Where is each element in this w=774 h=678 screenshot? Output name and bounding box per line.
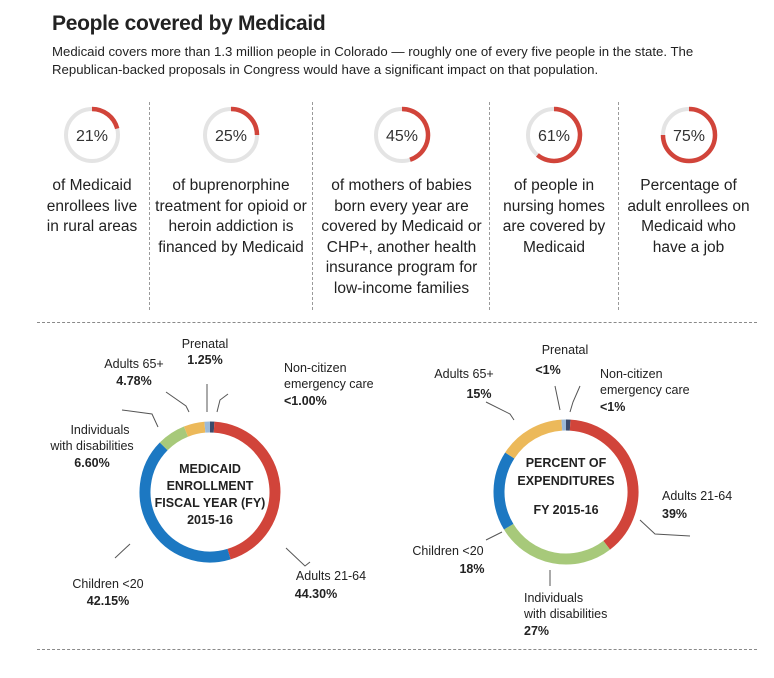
enrollment-center-label: MEDICAID ENROLLMENT FISCAL YEAR (FY) 201… (155, 462, 266, 527)
value-children: 18% (459, 562, 484, 576)
svg-text:ENROLLMENT: ENROLLMENT (167, 479, 254, 493)
value-disabilities: 27% (524, 624, 549, 638)
stat-divider (618, 102, 619, 310)
stat-ring-arc-buprenorphine (230, 106, 260, 136)
donut-segment-adults-21-64 (569, 419, 639, 550)
section-divider (37, 322, 757, 323)
value-noncitizen: <1.00% (284, 394, 327, 408)
stat-value-rural: 21% (76, 128, 108, 145)
stat-value-buprenorphine: 25% (215, 128, 247, 145)
label-adults-21-64: Adults 21-64 (662, 489, 732, 503)
value-prenatal: <1% (535, 363, 560, 377)
donut-segment-individuals-with-disabilities (503, 523, 611, 565)
stat-text-buprenorphine: of buprenorphine treatment for opioid or… (155, 177, 307, 256)
section-divider (37, 649, 757, 650)
label-noncitizen: Non-citizen (284, 361, 347, 375)
page-subtitle: Medicaid covers more than 1.3 million pe… (52, 44, 694, 77)
label-prenatal: Prenatal (542, 343, 589, 357)
value-adults-21-64: 39% (662, 507, 687, 521)
stat-value-job: 75% (672, 128, 704, 145)
stat-ring-arc-mothers (401, 106, 430, 162)
svg-text:PERCENT OF: PERCENT OF (526, 456, 607, 470)
stat-divider (312, 102, 313, 310)
stat-rural: 21% of Medicaid enrollees live in rural … (37, 102, 147, 310)
donut-segment-adults-21-64 (213, 421, 281, 560)
stat-ring-buprenorphine: 25% (203, 106, 260, 163)
stat-text-rural: of Medicaid enrollees live in rural area… (46, 177, 138, 235)
stat-ring-nursing: 61% (526, 106, 583, 164)
stat-ring-mothers: 45% (373, 106, 430, 163)
stat-ring-arc-job (660, 106, 717, 164)
value-adults-65: 4.78% (116, 374, 151, 388)
label-children: Children <20 (72, 577, 143, 591)
stat-ring-job: 75% (660, 106, 717, 164)
stat-mothers: 45% of mothers of babies born every year… (314, 102, 489, 310)
donut-segment-adults-65- (183, 421, 206, 437)
label-noncitizen-2: emergency care (600, 383, 690, 397)
value-adults-65: 15% (466, 387, 491, 401)
stat-text-nursing: of people in nursing homes are covered b… (502, 177, 606, 256)
stat-text-mothers: of mothers of babies born every year are… (321, 177, 482, 297)
svg-text:EXPENDITURES: EXPENDITURES (517, 474, 614, 488)
donut-charts: MEDICAID ENROLLMENT FISCAL YEAR (FY) 201… (49, 337, 732, 638)
value-children: 42.15% (87, 594, 129, 608)
expenditures-callouts (485, 385, 691, 586)
stat-nursing: 61% of people in nursing homes are cover… (491, 102, 617, 310)
enrollment-labels: Prenatal 1.25% Adults 65+ 4.78% Individu… (49, 337, 373, 608)
enrollment-callouts (114, 384, 311, 567)
donut-segment-individuals-with-disabilities (159, 426, 189, 451)
donut-segment-children-20 (493, 452, 515, 530)
value-noncitizen: <1% (600, 400, 625, 414)
stat-text-job: Percentage of adult enrollees on Medicai… (627, 177, 750, 256)
stat-job: 75% Percentage of adult enrollees on Med… (620, 102, 757, 310)
expenditures-center-label: PERCENT OF EXPENDITURES FY 2015-16 (517, 456, 614, 517)
stat-buprenorphine: 25% of buprenorphine treatment for opioi… (151, 102, 311, 310)
stat-value-nursing: 61% (538, 128, 570, 145)
label-children: Children <20 (412, 544, 483, 558)
stats-row: 21% of Medicaid enrollees live in rural … (37, 102, 757, 310)
label-disabilities: Individuals (524, 591, 583, 605)
label-prenatal: Prenatal (182, 337, 229, 351)
svg-text:2015-16: 2015-16 (187, 513, 233, 527)
page-title: People covered by Medicaid (52, 12, 326, 35)
label-noncitizen-2: emergency care (284, 377, 374, 391)
svg-text:FISCAL YEAR (FY): FISCAL YEAR (FY) (155, 496, 266, 510)
value-adults-21-64: 44.30% (295, 587, 337, 601)
label-disabilities-2: with disabilities (523, 607, 607, 621)
label-disabilities: Individuals (70, 423, 129, 437)
value-disabilities: 6.60% (74, 456, 109, 470)
stat-value-mothers: 45% (385, 128, 417, 145)
label-noncitizen: Non-citizen (600, 367, 663, 381)
enrollment-donut (139, 421, 281, 563)
stat-ring-arc-nursing (535, 106, 583, 164)
expenditures-donut (493, 419, 639, 565)
stat-ring-arc-rural (91, 106, 120, 130)
stat-ring-rural: 21% (64, 106, 120, 163)
label-adults-65: Adults 65+ (434, 367, 493, 381)
stat-divider (489, 102, 490, 310)
label-adults-21-64: Adults 21-64 (296, 569, 366, 583)
label-adults-65: Adults 65+ (104, 357, 163, 371)
stat-divider (149, 102, 150, 310)
value-prenatal: 1.25% (187, 353, 222, 367)
svg-text:MEDICAID: MEDICAID (179, 462, 241, 476)
donut-segment-children-20 (139, 442, 231, 563)
expenditures-labels: Prenatal <1% Adults 65+ 15% Non-citizen … (412, 343, 732, 638)
donut-segment-adults-65- (505, 419, 563, 459)
label-disabilities-2: with disabilities (49, 439, 133, 453)
svg-text:FY 2015-16: FY 2015-16 (533, 503, 598, 517)
